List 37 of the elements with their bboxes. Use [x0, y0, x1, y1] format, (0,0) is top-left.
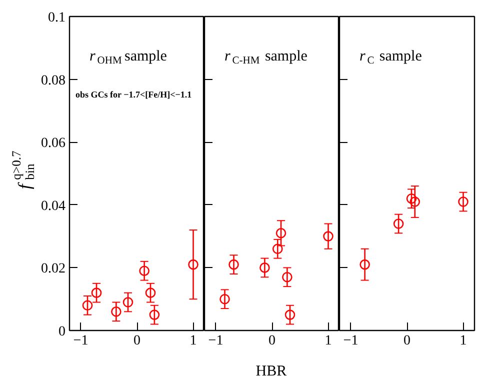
point [360, 259, 370, 270]
point [276, 228, 286, 238]
point [323, 231, 334, 242]
x-tick-label: −1 [343, 334, 358, 348]
y-axis-title: fq>0.7bin [9, 150, 37, 190]
point [145, 288, 156, 298]
point [111, 306, 122, 317]
point [228, 259, 239, 270]
point [220, 294, 230, 304]
point [91, 288, 102, 298]
point [188, 259, 198, 270]
y-tick-label: 0.04 [41, 198, 66, 214]
x-tick-label: 0 [404, 334, 410, 348]
point [139, 266, 150, 276]
x-tick-label: 0 [134, 334, 140, 348]
y-tick-label: 0.06 [41, 136, 66, 152]
point [122, 297, 134, 308]
x-tick-label: 0 [268, 334, 276, 348]
y-tick-label: 0.02 [41, 262, 66, 277]
point [149, 310, 160, 320]
x-tick-label: 1 [190, 334, 197, 348]
y-tick-label: 0.1 [48, 10, 66, 26]
point [260, 262, 270, 273]
point [284, 310, 296, 320]
point [272, 244, 283, 254]
x-tick-label: 1 [324, 334, 332, 348]
x-axis-title: HBR [256, 364, 287, 377]
point [406, 193, 417, 204]
annotation: obs GCs for −1.7<[Fe/H]<−1.1 [76, 90, 192, 100]
x-tick-label: −1 [208, 334, 224, 348]
y-tick-label: 0.08 [41, 73, 66, 88]
x-tick-label: −1 [73, 334, 88, 348]
point [282, 272, 292, 282]
point [393, 218, 404, 229]
point [458, 196, 468, 207]
point [410, 196, 420, 207]
x-tick-label: 1 [460, 334, 467, 348]
